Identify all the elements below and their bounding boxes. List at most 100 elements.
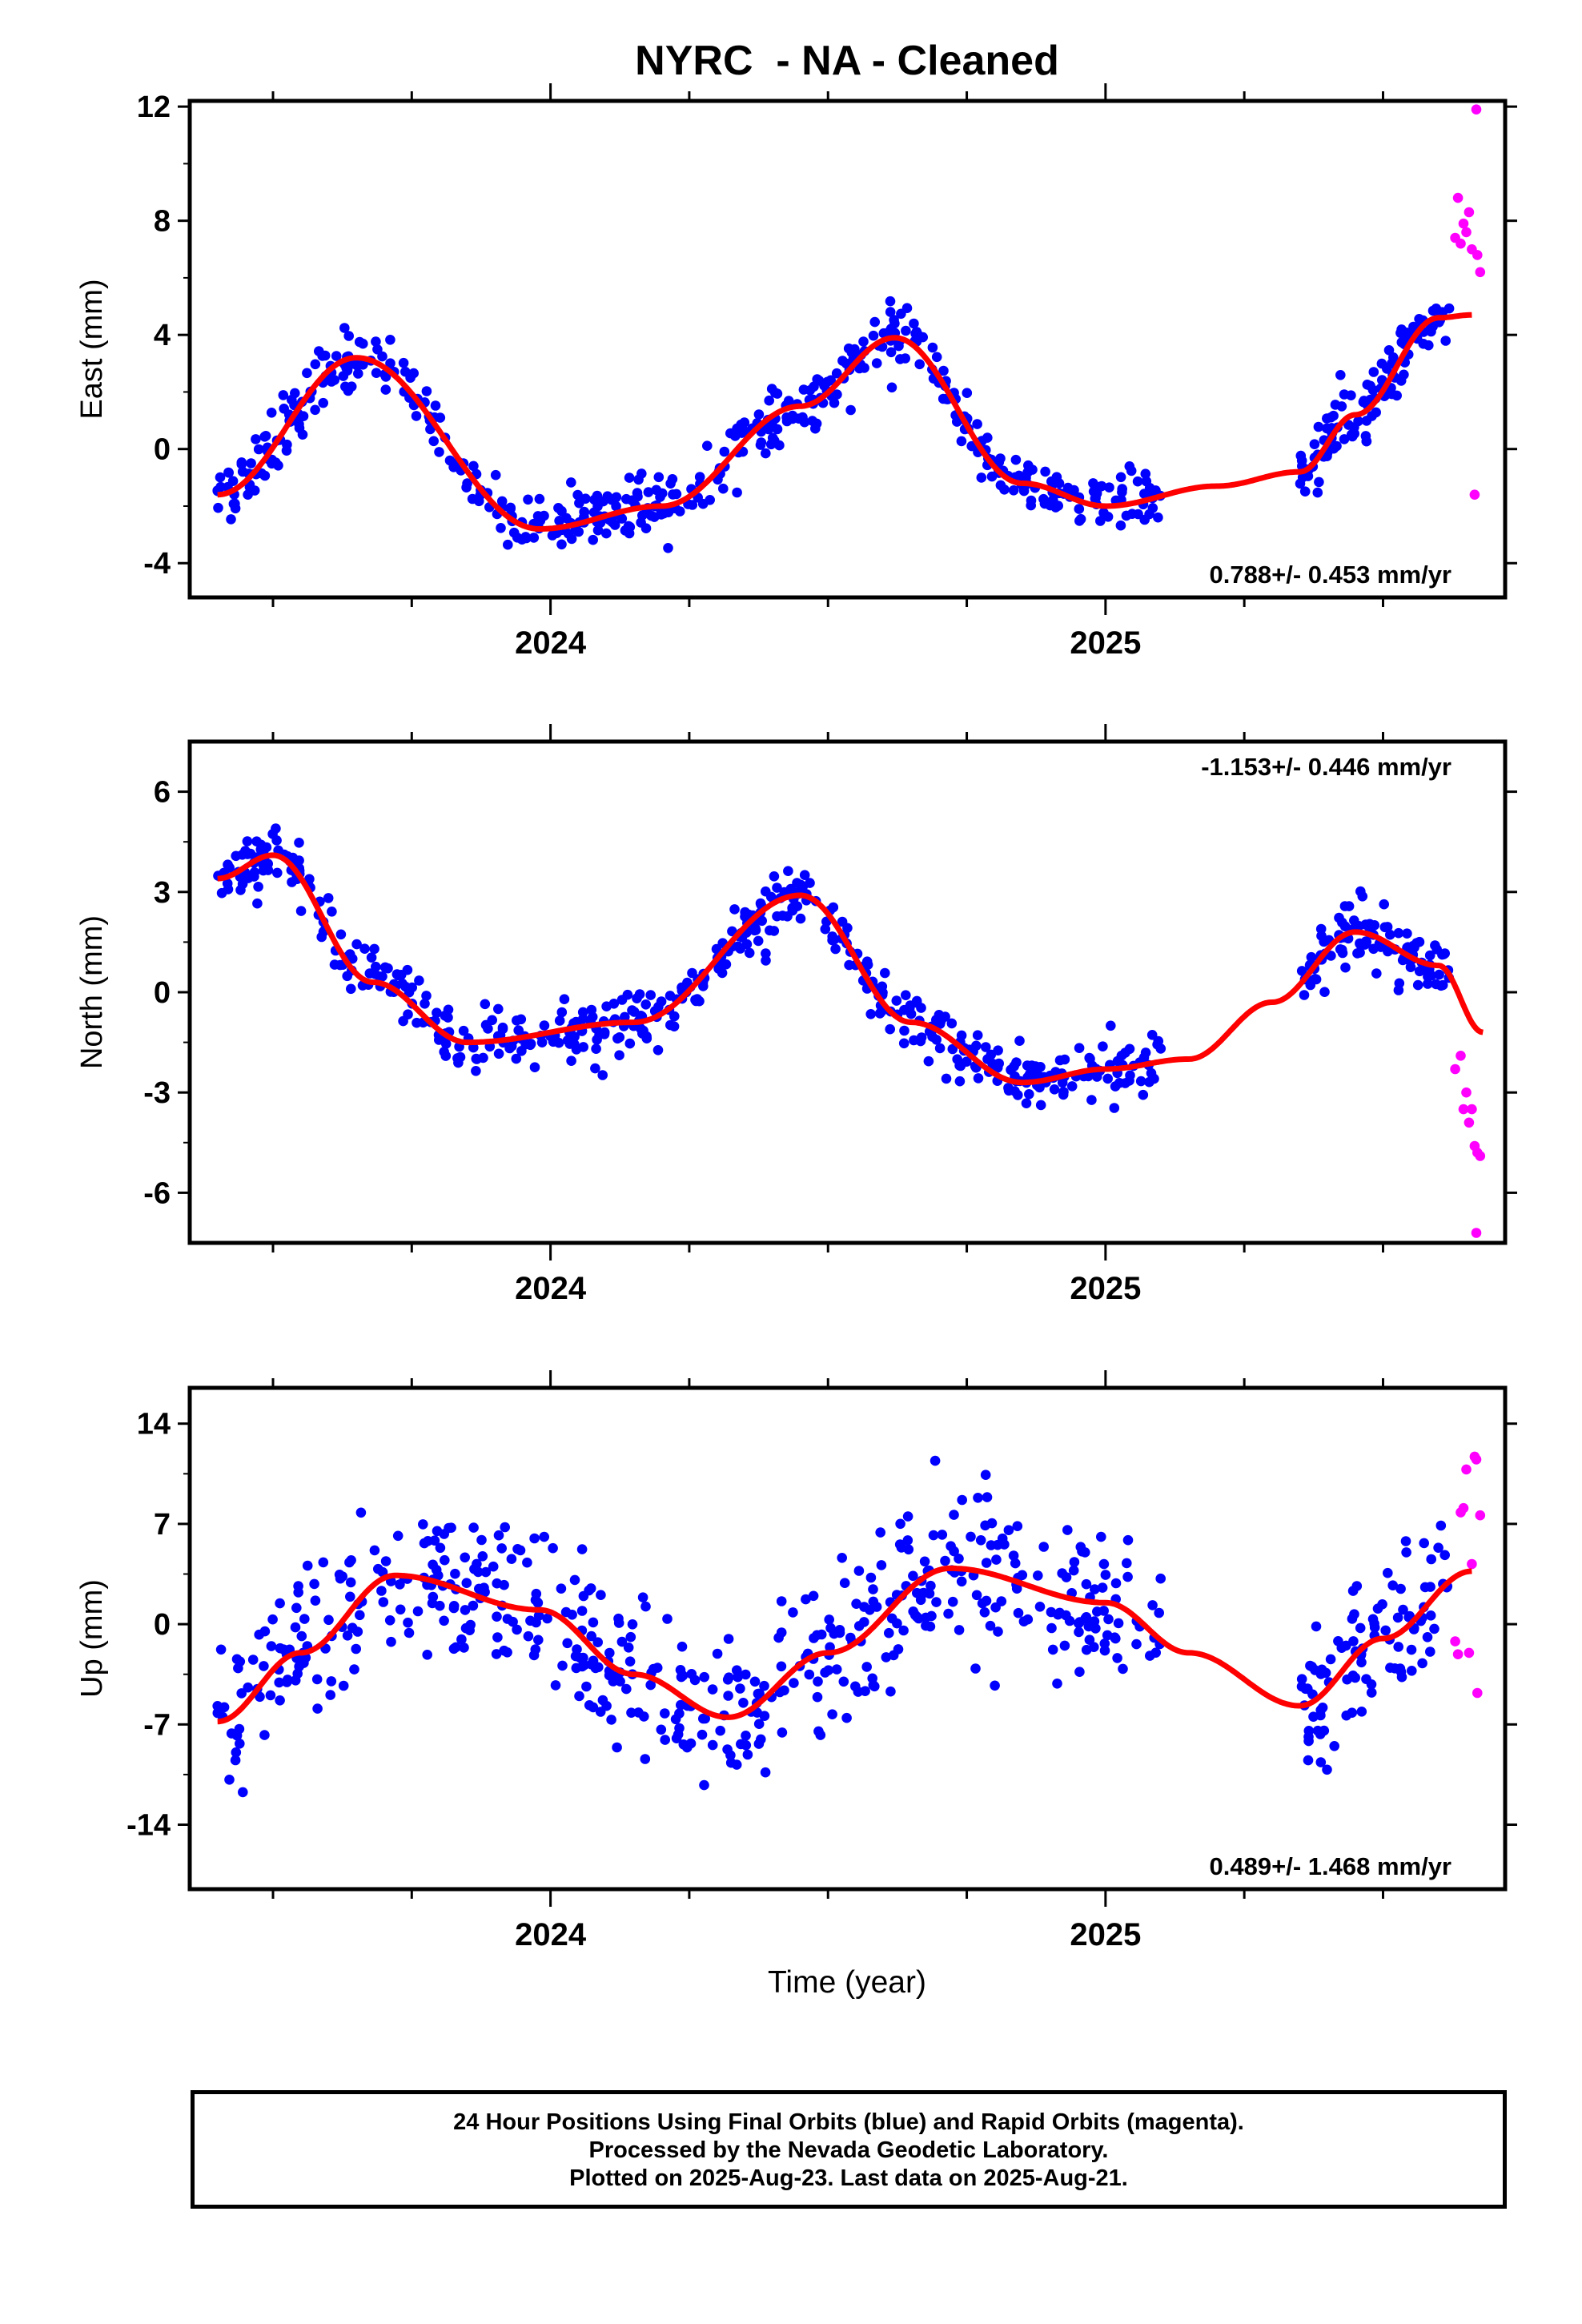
up-final-point [226, 1728, 237, 1739]
north-final-point [927, 1031, 938, 1042]
up-final-point [637, 1592, 648, 1602]
up-final-point [908, 1570, 918, 1582]
north-final-point [1146, 1068, 1157, 1079]
east-y-tick-label: -4 [143, 547, 171, 581]
north-final-point [1355, 947, 1365, 958]
up-final-point [966, 1531, 976, 1542]
up-final-point [1122, 1558, 1132, 1569]
east-final-point [909, 318, 919, 329]
up-final-point [1074, 1617, 1085, 1627]
up-final-point [1053, 1609, 1063, 1620]
north-final-point [761, 955, 771, 966]
up-final-point [861, 1662, 872, 1672]
east-final-point [520, 532, 531, 542]
up-final-point [1407, 1666, 1417, 1676]
north-final-point [512, 1015, 522, 1026]
north-final-point [1114, 1078, 1125, 1088]
up-final-point [626, 1707, 636, 1718]
north-rapid-point [1456, 1051, 1466, 1061]
up-final-point [403, 1617, 413, 1628]
up-final-point [1356, 1707, 1367, 1717]
up-final-point [451, 1642, 461, 1653]
up-final-point [1059, 1640, 1070, 1651]
north-rapid-point [1467, 1104, 1477, 1115]
north-final-point [820, 923, 831, 935]
east-final-point [798, 384, 809, 395]
up-final-point [673, 1729, 684, 1740]
up-final-point [777, 1727, 788, 1738]
up-final-point [310, 1595, 321, 1606]
up-final-point [896, 1542, 907, 1553]
up-final-point [1110, 1633, 1121, 1644]
up-final-point [981, 1595, 992, 1606]
up-plot-area [212, 1451, 1486, 1798]
up-final-point [871, 1602, 882, 1612]
north-final-point [1074, 1043, 1085, 1053]
north-final-point [916, 1032, 927, 1043]
east-final-point [226, 514, 236, 525]
north-final-point [335, 929, 347, 940]
up-final-point [386, 1636, 396, 1647]
up-final-point [875, 1527, 885, 1538]
up-final-point [608, 1676, 619, 1687]
up-final-point [850, 1681, 861, 1692]
up-final-point [1325, 1654, 1336, 1665]
east-final-point [1074, 516, 1085, 526]
up-rapid-point [1461, 1464, 1472, 1475]
east-final-point [1330, 400, 1341, 410]
east-rapid-point [1475, 267, 1486, 278]
east-final-point [556, 539, 567, 550]
north-final-point [616, 995, 628, 1005]
up-final-point [528, 1650, 540, 1661]
north-final-point [1393, 927, 1404, 939]
north-final-point [956, 1030, 967, 1041]
east-final-point [340, 381, 351, 392]
up-y-tick-label: 7 [154, 1508, 171, 1542]
east-final-point [616, 513, 628, 524]
north-final-point [590, 1063, 600, 1074]
north-final-point [252, 898, 263, 909]
north-final-point [899, 1025, 909, 1036]
north-final-point [1086, 1095, 1097, 1105]
up-final-point [533, 1634, 544, 1646]
up-final-point [460, 1622, 472, 1634]
up-final-point [853, 1566, 865, 1576]
east-final-point [1088, 478, 1098, 489]
up-final-point [312, 1703, 323, 1714]
up-final-point [523, 1630, 534, 1642]
up-final-point [1380, 1625, 1391, 1636]
up-final-point [1003, 1525, 1014, 1535]
up-final-point [604, 1647, 615, 1659]
east-rapid-point [1456, 238, 1466, 249]
east-final-point [653, 472, 665, 483]
north-final-point [1340, 962, 1351, 973]
north-final-point [795, 913, 806, 924]
east-final-point [1295, 450, 1307, 461]
up-final-point [337, 1571, 348, 1582]
up-final-point [971, 1590, 982, 1601]
up-final-point [670, 1714, 681, 1725]
north-final-point [782, 911, 793, 922]
north-final-point [599, 1029, 610, 1039]
up-final-point [236, 1688, 247, 1699]
east-final-point [435, 412, 446, 423]
east-final-point [411, 411, 422, 421]
north-final-point [1423, 979, 1433, 989]
east-final-point [900, 353, 910, 364]
east-final-point [1309, 439, 1320, 449]
north-rapid-point [1458, 1104, 1469, 1115]
up-final-point [592, 1637, 603, 1647]
east-final-point [302, 368, 312, 379]
east-y-tick-label: 8 [154, 205, 171, 239]
up-final-point [930, 1455, 941, 1466]
up-final-point [1311, 1621, 1322, 1632]
north-final-point [1155, 1043, 1166, 1054]
north-y-tick-label: 3 [154, 876, 171, 910]
north-final-point [364, 968, 375, 979]
east-final-point [811, 418, 822, 429]
east-final-point [663, 543, 673, 553]
up-final-point [813, 1676, 823, 1687]
east-final-point [1367, 384, 1379, 396]
north-final-point [1146, 1030, 1158, 1040]
east-final-point [1121, 510, 1132, 521]
